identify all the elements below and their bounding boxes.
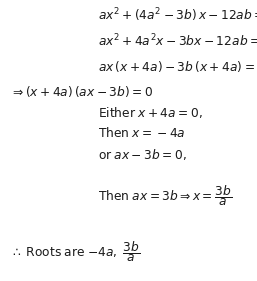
Text: $\mathrm{Then}\; x = -4a$: $\mathrm{Then}\; x = -4a$ (98, 126, 185, 140)
Text: $\mathrm{Either}\; x + 4a = 0,$: $\mathrm{Either}\; x + 4a = 0,$ (98, 105, 202, 120)
Text: $ax\,(x + 4a) - 3b\,(x + 4a) = 0$: $ax\,(x + 4a) - 3b\,(x + 4a) = 0$ (98, 58, 257, 74)
Text: $\mathrm{or}\; ax - 3b = 0,$: $\mathrm{or}\; ax - 3b = 0,$ (98, 147, 186, 162)
Text: $\Rightarrow (x + 4a)\,(ax - 3b) = 0$: $\Rightarrow (x + 4a)\,(ax - 3b) = 0$ (10, 84, 153, 99)
Text: $\mathrm{Then}\; ax = 3b \Rightarrow x = \dfrac{3b}{a}$: $\mathrm{Then}\; ax = 3b \Rightarrow x =… (98, 183, 232, 208)
Text: $ax^2 + 4a^2x - 3bx - 12ab = 0$: $ax^2 + 4a^2x - 3bx - 12ab = 0$ (98, 32, 257, 49)
Text: $ax^2 + (4a^2 - 3b)\,x - 12ab = 0$: $ax^2 + (4a^2 - 3b)\,x - 12ab = 0$ (98, 7, 257, 24)
Text: $\therefore\; \mathrm{Roots\; are}\; {-4a},\; \dfrac{3b}{a}$: $\therefore\; \mathrm{Roots\; are}\; {-4… (10, 239, 140, 264)
